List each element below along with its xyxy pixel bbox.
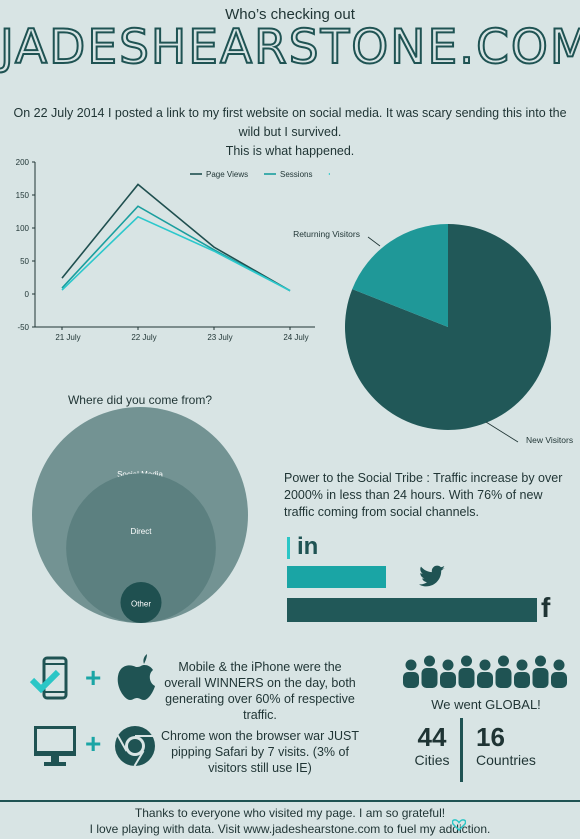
person-head <box>498 655 509 667</box>
twitter-bar <box>287 566 386 588</box>
linkedin-bar <box>287 537 290 559</box>
legend-label: Page Views <box>206 170 248 179</box>
person-body <box>551 672 567 688</box>
global-divider <box>460 718 463 782</box>
person-head <box>535 655 546 667</box>
intro-line-1: On 22 July 2014 I posted a link to my fi… <box>13 106 567 139</box>
footer-divider <box>0 800 580 802</box>
bubble <box>120 581 162 623</box>
bubble-title: Where did you come from? <box>68 395 212 407</box>
person-body <box>495 668 512 688</box>
intro-line-2: This is what happened. <box>225 144 355 158</box>
footer-line-2: I love playing with data. Visit www.jade… <box>89 822 491 836</box>
person-head <box>442 659 454 671</box>
legend-label: Sessions <box>280 170 312 179</box>
y-tick-label: 0 <box>25 290 30 299</box>
apple-icon <box>117 654 155 700</box>
line-chart: -50 0 50 100 150 200 21 July 22 July 23 July 24 J… <box>16 158 330 342</box>
y-tick-label: 100 <box>16 224 30 233</box>
x-tick-label: 24 July <box>283 333 308 342</box>
chrome-icon <box>115 726 155 767</box>
header-kicker: Who’s checking out <box>225 6 355 23</box>
y-tick-label: 50 <box>20 257 29 266</box>
pie-chart: New Visitors Returning Visitors <box>293 224 573 445</box>
cities-label: Cities <box>414 752 450 768</box>
person-body <box>458 668 475 688</box>
phone-check-icon <box>29 656 68 700</box>
linkedin-icon: in <box>297 533 319 560</box>
series-line <box>61 215 291 292</box>
person-body <box>477 672 493 688</box>
y-tick-label: 200 <box>16 158 30 167</box>
cities-count: 44 <box>417 722 447 752</box>
plus-icon: + <box>85 662 102 693</box>
person-body <box>440 672 456 688</box>
pie-label: New Visitors <box>526 435 573 445</box>
x-tick-label: 23 July <box>207 333 232 342</box>
bubble <box>66 473 216 623</box>
person-head <box>461 655 472 667</box>
bubble-chart: Where did you come from?Social MediaDire… <box>32 395 248 623</box>
heart-icon <box>452 819 466 831</box>
pie-slice <box>352 224 448 327</box>
bubble-label: Other <box>131 599 151 608</box>
pie-leader <box>367 236 381 247</box>
facebook-icon: f <box>541 592 551 623</box>
browser-text: Chrome won the browser war JUST pipping … <box>161 729 359 775</box>
social-text: Power to the Social Tribe : Traffic incr… <box>284 471 563 519</box>
person-head <box>516 659 528 671</box>
countries-label: Countries <box>476 752 536 768</box>
mobile-text: Mobile & the iPhone were the overall WIN… <box>164 660 356 722</box>
y-tick-label: -50 <box>17 323 29 332</box>
plus-icon-2: + <box>85 728 102 759</box>
desktop-icon <box>34 726 76 766</box>
person-body <box>532 668 549 688</box>
person-head <box>405 659 417 671</box>
bubble-label: Direct <box>131 527 153 536</box>
person-body <box>514 672 530 688</box>
pie-label: Returning Visitors <box>293 229 360 239</box>
series-line <box>61 205 291 292</box>
person-head <box>424 655 435 667</box>
x-tick-label: 21 July <box>55 333 80 342</box>
footer-line-1: Thanks to everyone who visited my page. … <box>134 806 446 820</box>
countries-count: 16 <box>476 722 505 752</box>
global-title: We went GLOBAL! <box>431 697 541 712</box>
pie-leader <box>485 421 519 443</box>
series-line <box>61 183 291 292</box>
person-head <box>479 659 491 671</box>
people-icon <box>403 655 567 688</box>
person-head <box>553 659 565 671</box>
x-tick-label: 22 July <box>131 333 156 342</box>
y-tick-label: 150 <box>16 191 30 200</box>
page-title: JADESHEARSTONE.COM? <box>0 19 580 76</box>
person-body <box>403 672 419 688</box>
twitter-icon <box>419 565 445 587</box>
facebook-bar <box>287 598 537 622</box>
person-body <box>421 668 438 688</box>
